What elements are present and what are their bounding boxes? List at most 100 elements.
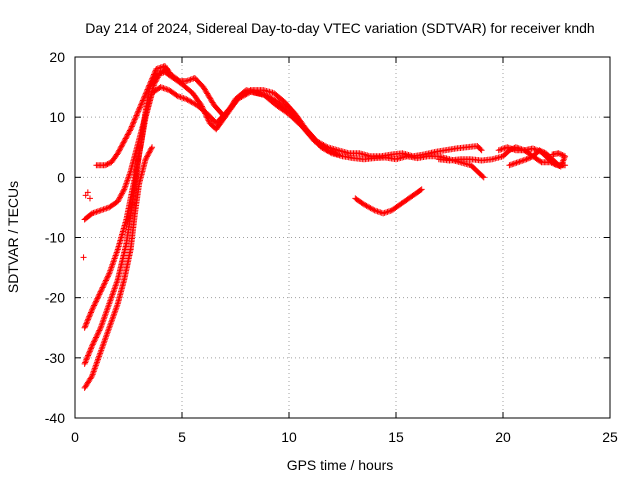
data-point xyxy=(91,301,98,308)
data-point xyxy=(559,160,566,167)
data-point xyxy=(145,83,152,90)
data-point xyxy=(144,86,151,93)
data-point xyxy=(101,205,108,212)
data-point xyxy=(95,294,102,301)
data-point xyxy=(156,65,163,72)
data-point xyxy=(152,68,159,75)
data-point xyxy=(128,124,135,131)
data-point xyxy=(151,70,158,77)
data-point xyxy=(86,349,93,356)
data-point xyxy=(136,105,143,112)
data-point xyxy=(101,162,108,169)
data-point xyxy=(100,206,107,213)
data-point xyxy=(98,285,105,292)
data-point xyxy=(480,174,487,181)
data-point xyxy=(103,161,110,168)
data-point xyxy=(84,189,91,196)
data-point xyxy=(89,210,96,217)
data-point xyxy=(100,283,107,290)
data-point xyxy=(83,356,90,363)
data-point xyxy=(559,159,566,166)
data-point xyxy=(91,338,98,345)
data-point xyxy=(540,149,547,156)
data-point xyxy=(85,351,92,358)
data-point xyxy=(89,305,96,312)
data-point xyxy=(371,207,378,214)
data-point xyxy=(82,192,89,199)
data-point xyxy=(498,146,505,153)
data-point xyxy=(370,206,377,213)
data-point xyxy=(116,147,123,154)
data-point xyxy=(91,302,98,309)
data-point xyxy=(93,296,100,303)
data-point xyxy=(114,150,121,157)
data-point xyxy=(88,344,95,351)
data-point xyxy=(508,145,515,152)
data-point xyxy=(505,144,512,151)
data-point xyxy=(130,119,137,126)
data-point xyxy=(100,281,107,288)
data-point xyxy=(163,86,170,93)
data-point xyxy=(101,280,108,287)
data-point xyxy=(87,309,94,316)
data-point xyxy=(139,97,146,104)
data-point xyxy=(82,359,89,366)
data-point xyxy=(375,208,382,215)
data-point xyxy=(529,145,536,152)
x-tick-label: 0 xyxy=(71,429,79,445)
data-point xyxy=(143,89,150,96)
data-point xyxy=(157,84,164,91)
data-point xyxy=(105,160,112,167)
data-point xyxy=(126,128,133,135)
data-point xyxy=(149,74,156,81)
data-point xyxy=(87,310,94,317)
data-point xyxy=(117,193,124,200)
y-tick-label: -40 xyxy=(45,410,65,426)
data-point xyxy=(149,144,156,151)
data-point xyxy=(93,208,100,215)
data-point xyxy=(135,108,142,115)
data-point xyxy=(184,77,191,84)
data-point xyxy=(142,90,149,97)
data-point xyxy=(509,161,516,168)
data-point xyxy=(90,340,97,347)
data-point xyxy=(104,204,111,211)
data-point xyxy=(81,360,88,367)
data-point xyxy=(146,149,153,156)
data-point xyxy=(102,278,109,285)
data-point xyxy=(96,207,103,214)
data-point xyxy=(137,102,144,109)
data-point xyxy=(89,341,96,348)
data-point xyxy=(124,131,131,138)
data-point xyxy=(531,146,538,153)
data-point xyxy=(87,346,94,353)
y-tick-label: 20 xyxy=(49,49,65,65)
data-point xyxy=(141,93,148,100)
data-point xyxy=(514,159,521,166)
data-point xyxy=(143,87,150,94)
tick-marks xyxy=(74,56,611,419)
data-point xyxy=(97,207,104,214)
data-point xyxy=(495,147,502,154)
data-point xyxy=(497,146,504,153)
series-track-c xyxy=(81,144,156,391)
data-point xyxy=(526,155,533,162)
data-point xyxy=(479,173,486,180)
y-tick-labels: -40 -30 -20 -10 0 10 20 xyxy=(45,49,65,426)
data-point xyxy=(121,138,128,145)
data-point xyxy=(136,104,143,111)
data-point xyxy=(560,157,567,164)
data-point xyxy=(145,150,152,157)
data-point xyxy=(87,345,94,352)
data-point xyxy=(160,85,167,92)
data-point xyxy=(119,189,126,196)
data-point xyxy=(500,145,506,152)
data-point xyxy=(122,135,129,142)
data-point xyxy=(93,334,100,341)
y-tick-label: -30 xyxy=(45,350,65,366)
data-point xyxy=(150,72,157,79)
data-point xyxy=(119,142,126,149)
data-point xyxy=(118,191,125,198)
x-tick-label: 20 xyxy=(495,429,511,445)
data-point xyxy=(562,153,569,160)
